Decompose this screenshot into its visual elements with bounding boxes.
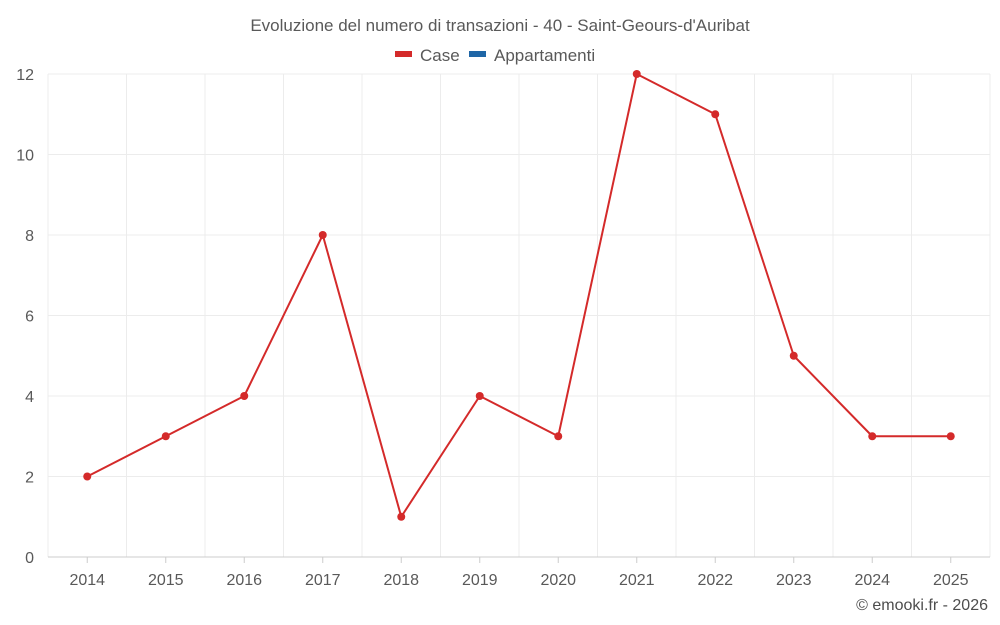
data-point[interactable] — [83, 472, 92, 481]
data-point[interactable] — [475, 392, 484, 400]
y-tick-label: 8 — [25, 228, 34, 245]
legend: Case Appartamenti — [395, 46, 595, 65]
y-tick-label: 2 — [25, 470, 34, 487]
x-tick-label: 2025 — [933, 572, 969, 589]
y-tick-label: 0 — [25, 550, 34, 567]
y-tick-label: 4 — [25, 389, 34, 406]
x-tick-label: 2019 — [462, 572, 498, 589]
data-point[interactable] — [868, 432, 877, 441]
x-tick-label: 2016 — [226, 572, 262, 589]
y-tick-label: 12 — [16, 67, 34, 84]
chart-title: Evoluzione del numero di transazioni - 4… — [250, 16, 750, 35]
y-tick-label: 10 — [16, 148, 34, 165]
data-point[interactable] — [554, 432, 563, 441]
legend-item-case[interactable]: Case — [395, 46, 460, 65]
x-tick-label: 2017 — [305, 572, 341, 589]
data-point[interactable] — [946, 432, 955, 441]
y-tick-label: 6 — [25, 309, 34, 326]
data-point[interactable] — [397, 512, 406, 521]
x-tick-label: 2024 — [854, 572, 890, 589]
x-tick-label: 2015 — [148, 572, 184, 589]
x-tick-label: 2022 — [697, 572, 733, 589]
grid — [47, 73, 991, 557]
x-tick-label: 2021 — [619, 572, 655, 589]
legend-swatch-case — [395, 51, 412, 57]
legend-label-appartamenti: Appartamenti — [494, 46, 595, 65]
data-point[interactable] — [789, 351, 798, 360]
series-case — [83, 70, 955, 521]
data-point[interactable] — [161, 432, 170, 441]
series-line — [86, 73, 951, 518]
x-tick-label: 2023 — [776, 572, 812, 589]
legend-swatch-appartamenti — [469, 51, 486, 57]
x-tick-label: 2014 — [69, 572, 105, 589]
data-point[interactable] — [240, 392, 249, 400]
data-point[interactable] — [318, 231, 327, 239]
legend-label-case: Case — [420, 46, 460, 65]
x-tick-label: 2018 — [383, 572, 419, 589]
data-point[interactable] — [632, 70, 641, 78]
x-tick-label: 2020 — [540, 572, 576, 589]
data-point[interactable] — [711, 110, 720, 119]
credit-text: © emooki.fr - 2026 — [856, 597, 988, 614]
legend-item-appartamenti[interactable]: Appartamenti — [469, 46, 595, 65]
axes: 0 2 4 6 8 10 12 2014 2015 2016 2017 2018 2019 2020 202… — [16, 67, 990, 589]
